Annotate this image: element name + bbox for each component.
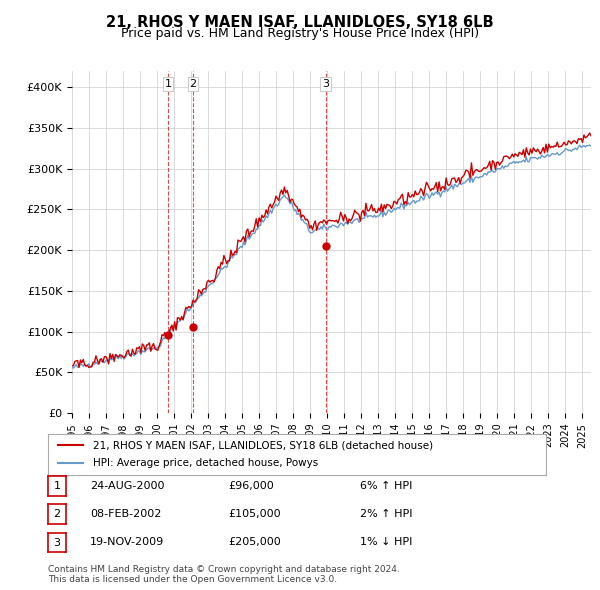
Text: HPI: Average price, detached house, Powys: HPI: Average price, detached house, Powy… xyxy=(93,458,318,468)
Text: 19-NOV-2009: 19-NOV-2009 xyxy=(90,537,164,547)
Text: £96,000: £96,000 xyxy=(228,481,274,490)
Text: 3: 3 xyxy=(53,537,61,548)
Text: 3: 3 xyxy=(322,79,329,89)
Text: 21, RHOS Y MAEN ISAF, LLANIDLOES, SY18 6LB: 21, RHOS Y MAEN ISAF, LLANIDLOES, SY18 6… xyxy=(106,15,494,30)
Text: 21, RHOS Y MAEN ISAF, LLANIDLOES, SY18 6LB (detached house): 21, RHOS Y MAEN ISAF, LLANIDLOES, SY18 6… xyxy=(93,440,433,450)
Text: 24-AUG-2000: 24-AUG-2000 xyxy=(90,481,164,490)
Text: Contains HM Land Registry data © Crown copyright and database right 2024.
This d: Contains HM Land Registry data © Crown c… xyxy=(48,565,400,584)
Text: 2: 2 xyxy=(53,509,61,519)
Text: 6% ↑ HPI: 6% ↑ HPI xyxy=(360,481,412,490)
Text: 1% ↓ HPI: 1% ↓ HPI xyxy=(360,537,412,547)
Text: 2% ↑ HPI: 2% ↑ HPI xyxy=(360,509,413,519)
Text: Price paid vs. HM Land Registry's House Price Index (HPI): Price paid vs. HM Land Registry's House … xyxy=(121,27,479,40)
Text: 1: 1 xyxy=(164,79,172,89)
Text: £205,000: £205,000 xyxy=(228,537,281,547)
Text: £105,000: £105,000 xyxy=(228,509,281,519)
Text: 08-FEB-2002: 08-FEB-2002 xyxy=(90,509,161,519)
Text: 2: 2 xyxy=(189,79,196,89)
Text: 1: 1 xyxy=(53,481,61,491)
